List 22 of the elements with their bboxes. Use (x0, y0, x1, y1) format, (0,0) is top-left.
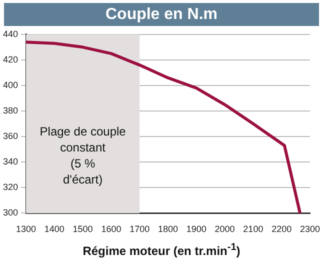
x-tick-label: 1600 (101, 224, 122, 234)
x-tick-label: 2300 (300, 224, 320, 234)
x-tick-label: 1700 (130, 224, 150, 234)
y-tick-label: 380 (2, 106, 18, 116)
x-tick-label: 1500 (72, 224, 93, 234)
x-tick-label: 1400 (44, 224, 64, 234)
x-tick-label: 1900 (186, 224, 206, 234)
chart-title: Couple en N.m (4, 3, 319, 26)
x-tick-label: 1300 (16, 224, 36, 234)
y-tick-label: 300 (2, 208, 18, 218)
x-axis-title: Régime moteur (en tr.min$^{-1}$) (82, 242, 242, 258)
y-tick-label: 440 (2, 28, 18, 39)
x-tick-label: 1800 (158, 224, 178, 234)
y-tick-label: 340 (2, 156, 18, 167)
band-label: Plage de couple constant (5 % d'écart) (40, 124, 126, 186)
x-tick-label: 2000 (214, 224, 235, 234)
y-tick-label: 320 (2, 182, 18, 192)
y-tick-label: 360 (2, 131, 18, 142)
y-tick-label: 420 (2, 54, 18, 64)
x-tick-label: 2200 (272, 224, 292, 234)
y-tick-label: 400 (2, 80, 18, 90)
x-tick-label: 2100 (243, 224, 264, 234)
